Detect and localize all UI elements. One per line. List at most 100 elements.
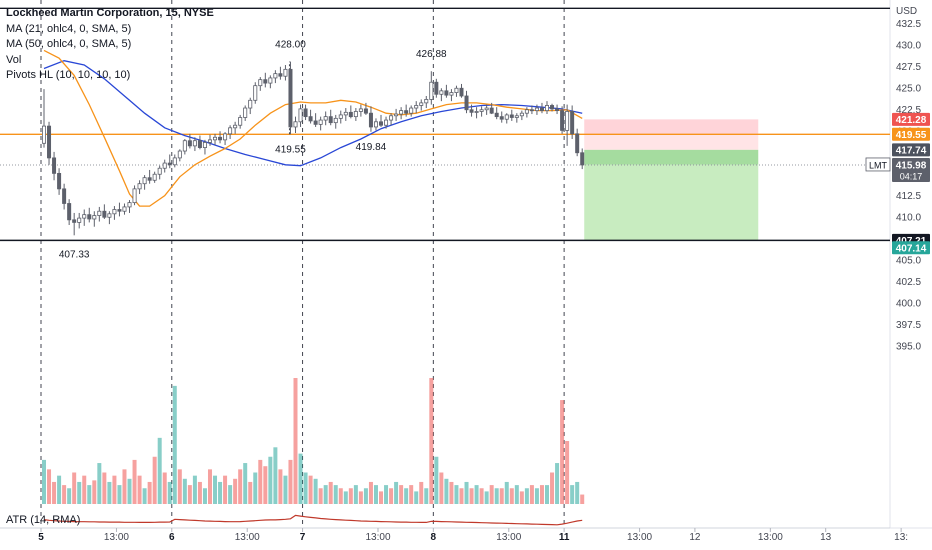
y-tick-label: 395.0	[896, 341, 921, 352]
candle-body	[570, 111, 575, 135]
volume-bar	[449, 481, 454, 504]
candle-body	[318, 119, 323, 125]
candle-body	[187, 140, 192, 147]
candle-body	[524, 109, 529, 114]
candle-body	[97, 210, 102, 216]
x-tick-label: 6	[169, 532, 175, 543]
volume-bar	[263, 466, 268, 504]
candle-body	[67, 203, 72, 221]
volume-bar	[353, 485, 358, 504]
candle-body	[102, 210, 107, 218]
pivot-label: 428.00	[275, 40, 306, 51]
legend-atr[interactable]: ATR (14, RMA)	[6, 514, 81, 526]
volume-bar	[67, 488, 72, 504]
volume-bar	[338, 488, 343, 504]
volume-bar	[565, 441, 570, 504]
legend-pivots[interactable]: Pivots HL (10, 10, 10, 10)	[6, 69, 131, 81]
volume-bar	[117, 485, 122, 504]
volume-bar	[288, 459, 293, 504]
candle-body	[238, 117, 243, 126]
volume-bar	[112, 475, 117, 504]
x-tick-label: 5	[38, 532, 44, 543]
volume-bar	[414, 491, 419, 504]
candle-body	[152, 173, 157, 181]
x-tick-label: 8	[431, 532, 437, 543]
candle-body	[112, 209, 117, 215]
volume-bar	[580, 494, 585, 504]
candle-body	[202, 142, 207, 148]
candle-body	[389, 115, 394, 121]
volume-bar	[419, 481, 424, 504]
pivot-label: 426.88	[416, 49, 447, 60]
ma-fast-line	[43, 49, 583, 207]
candle-body	[394, 113, 399, 117]
volume-bar	[132, 459, 137, 504]
volume-bar	[127, 478, 132, 504]
candle-body	[172, 157, 177, 166]
volume-bar	[504, 481, 509, 504]
x-tick-label: 13:00	[235, 532, 260, 543]
volume-bar	[379, 491, 384, 504]
volume-bar	[107, 481, 112, 504]
candle-body	[409, 107, 414, 114]
candle-body	[162, 162, 167, 169]
volume-bar	[499, 488, 504, 504]
candle-body	[424, 99, 429, 104]
volume-bar	[142, 488, 147, 504]
volume-bar	[298, 453, 303, 504]
volume-bar	[363, 488, 368, 504]
volume-bar	[283, 475, 288, 504]
candle-body	[328, 116, 333, 124]
candle-body	[258, 79, 263, 87]
y-tick-label: 402.5	[896, 277, 921, 288]
volume-bar	[343, 491, 348, 504]
candle-body	[358, 108, 363, 112]
y-tick-label: 412.5	[896, 191, 921, 202]
legend-title: Lockheed Martin Corporation, 15, NYSE	[6, 7, 214, 19]
volume-bar	[233, 478, 238, 504]
volume-bar	[238, 469, 243, 504]
volume-bar	[228, 485, 233, 504]
y-tick-label: 430.0	[896, 40, 921, 51]
volume-bar	[328, 481, 333, 504]
candle-body	[182, 140, 187, 152]
legend-ma-fast[interactable]: MA (21, ohlc4, 0, SMA, 5)	[6, 22, 132, 35]
volume-bar	[454, 485, 459, 504]
candle-body	[373, 121, 378, 128]
volume-bar	[152, 456, 157, 504]
candle-body	[379, 121, 384, 126]
candle-body	[323, 116, 328, 121]
chart-legend: Lockheed Martin Corporation, 15, NYSE MA…	[6, 6, 214, 84]
price-axis-badge	[892, 127, 930, 141]
x-tick-label: 13:00	[496, 532, 521, 543]
candle-body	[404, 110, 409, 114]
x-tick-label: 13:00	[104, 532, 129, 543]
candle-body	[550, 105, 555, 110]
candle-body	[529, 109, 534, 112]
candle-body	[122, 206, 127, 212]
y-tick-label: 405.0	[896, 255, 921, 266]
candle-body	[399, 110, 404, 115]
candle-body	[47, 125, 52, 159]
legend-volume[interactable]: Vol	[6, 53, 22, 66]
volume-bar	[87, 485, 92, 504]
candle-body	[72, 219, 77, 223]
candle-body	[167, 162, 172, 166]
candle-body	[384, 119, 389, 126]
candle-body	[494, 112, 499, 118]
volume-bar	[167, 481, 172, 504]
legend-ma-slow[interactable]: MA (50, ohlc4, 0, SMA, 5)	[6, 38, 132, 50]
x-tick-label: 13:00	[627, 532, 652, 543]
volume-bar	[489, 485, 494, 504]
candle-body	[539, 107, 544, 112]
candle-body	[469, 109, 474, 113]
price-axis-badge-text: 407.14	[896, 243, 927, 254]
price-axis-badge-text: 417.74	[896, 145, 927, 156]
volume-bar	[333, 485, 338, 504]
volume-bar	[439, 472, 444, 504]
candle-body	[243, 107, 248, 118]
candle-body	[368, 112, 373, 128]
candle-body	[514, 115, 519, 118]
volume-bar	[253, 472, 258, 504]
